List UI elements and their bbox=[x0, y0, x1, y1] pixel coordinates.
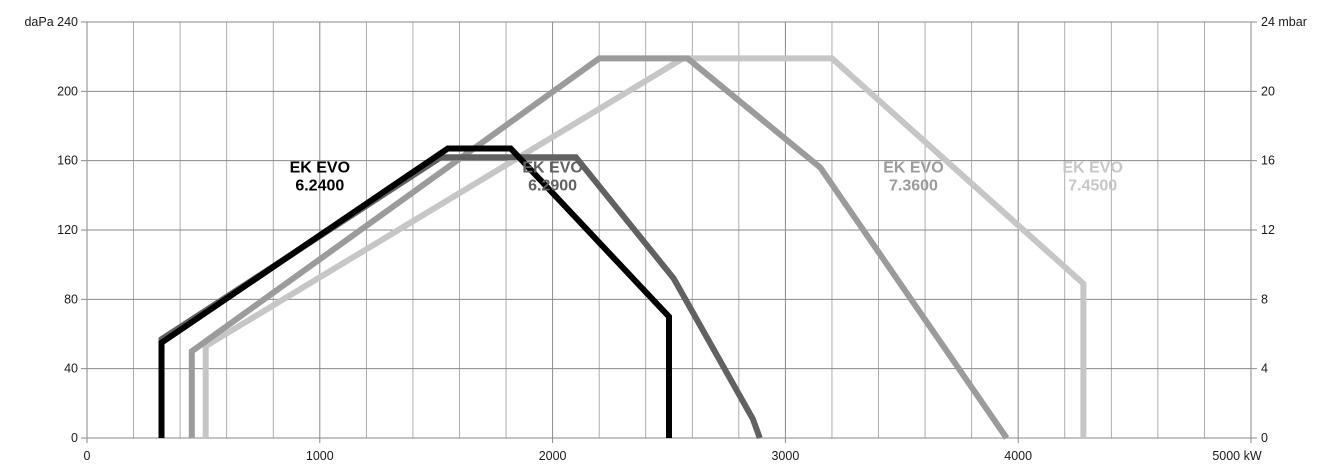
series-label-4: 7.4500 bbox=[1068, 178, 1117, 195]
y-right-tick-label: 12 bbox=[1261, 223, 1275, 237]
series-label-1: EK EVO bbox=[290, 160, 350, 177]
series-label-2: EK EVO bbox=[522, 160, 582, 177]
y-left-tick-label: 40 bbox=[64, 362, 78, 376]
y-right-tick-label: 24 mbar bbox=[1261, 15, 1307, 29]
y-left-tick-label: 160 bbox=[57, 154, 78, 168]
x-tick-label: 2000 bbox=[539, 449, 567, 463]
y-right-tick-label: 4 bbox=[1261, 362, 1268, 376]
x-tick-label: 3000 bbox=[771, 449, 799, 463]
series-lines bbox=[158, 55, 1087, 440]
y-left-tick-label: 0 bbox=[71, 431, 78, 445]
y-left-tick-label: daPa 240 bbox=[24, 15, 78, 29]
x-tick-label: 1000 bbox=[306, 449, 334, 463]
series-label-3: 7.3600 bbox=[889, 178, 938, 195]
series-label-1: 6.2400 bbox=[295, 178, 344, 195]
y-left-tick-label: 80 bbox=[64, 292, 78, 306]
y-right-tick-label: 16 bbox=[1261, 154, 1275, 168]
series-line-3 bbox=[188, 55, 1010, 440]
x-tick-label: 4000 bbox=[1004, 449, 1032, 463]
y-left-tick-label: 120 bbox=[57, 223, 78, 237]
y-left-tick-label: 200 bbox=[57, 84, 78, 98]
y-right-tick-label: 8 bbox=[1261, 292, 1268, 306]
x-tick-label: 0 bbox=[84, 449, 91, 463]
series-label-3: EK EVO bbox=[883, 160, 943, 177]
series-label-4: EK EVO bbox=[1062, 160, 1122, 177]
x-tick-label: 5000 kW bbox=[1212, 449, 1262, 463]
series-line-4 bbox=[202, 55, 1087, 438]
y-right-tick-label: 0 bbox=[1261, 431, 1268, 445]
y-right-tick-label: 20 bbox=[1261, 84, 1275, 98]
series-label-2: 6.2900 bbox=[528, 178, 577, 195]
grid bbox=[81, 21, 1257, 443]
axis-tick-labels: 0 1000 2000 3000 4000 5000 kW04080120160200da… bbox=[24, 15, 1306, 463]
series-line-1 bbox=[158, 145, 672, 438]
